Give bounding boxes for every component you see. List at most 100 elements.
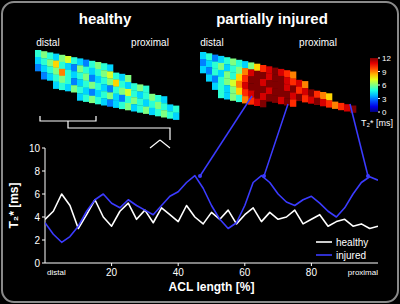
- cell: [95, 76, 101, 83]
- heatmap: [200, 52, 356, 113]
- cell: [71, 71, 77, 78]
- cell: [218, 56, 224, 63]
- legend-label: injured: [336, 250, 366, 261]
- cell: [266, 94, 272, 101]
- x-axis: [45, 263, 378, 264]
- x-tick: [178, 263, 179, 266]
- cell: [119, 88, 125, 95]
- cell: [272, 89, 278, 96]
- cell: [149, 101, 155, 108]
- cell: [83, 60, 89, 67]
- cell: [284, 70, 290, 77]
- cell: [89, 75, 95, 82]
- cell: [278, 83, 284, 90]
- cell: [242, 75, 248, 82]
- cell: [236, 88, 242, 95]
- cell: [77, 65, 83, 72]
- colorbar-tick: [378, 112, 380, 113]
- cell: [320, 92, 326, 99]
- cell: [71, 64, 77, 71]
- cell: [320, 99, 326, 106]
- colorbar-tick: [378, 71, 380, 72]
- cell: [260, 79, 266, 86]
- end-label: distal: [47, 268, 66, 277]
- cell: [83, 95, 89, 102]
- cell: [266, 87, 272, 94]
- y-tick-label: 4: [34, 212, 40, 223]
- cell: [161, 96, 167, 103]
- cell: [242, 61, 248, 68]
- cell: [65, 70, 71, 77]
- cell: [212, 69, 218, 76]
- cell: [101, 77, 107, 84]
- cell: [218, 63, 224, 70]
- cell: [53, 82, 59, 89]
- cell: [230, 94, 236, 101]
- cell: [290, 79, 296, 86]
- x-axis-label: ACL length [%]: [169, 280, 255, 294]
- cell: [77, 79, 83, 86]
- cell: [248, 83, 254, 90]
- cell: [296, 94, 302, 101]
- arrow: [264, 104, 288, 176]
- cell: [119, 74, 125, 81]
- cell: [77, 86, 83, 93]
- cell: [107, 92, 113, 99]
- cell: [47, 52, 53, 59]
- cell: [107, 78, 113, 85]
- frame: [2, 2, 398, 302]
- end-label: distal: [200, 37, 223, 48]
- cell: [77, 72, 83, 79]
- cell: [212, 62, 218, 69]
- x-tick-label: 20: [106, 267, 118, 278]
- cell: [71, 57, 77, 64]
- cell: [254, 78, 260, 85]
- cell: [314, 98, 320, 105]
- x-tick-label: 60: [239, 267, 251, 278]
- cell: [296, 80, 302, 87]
- cell: [137, 91, 143, 98]
- cell: [173, 113, 179, 120]
- cell: [83, 81, 89, 88]
- cell: [113, 94, 119, 101]
- y-tick-label: 2: [34, 235, 40, 246]
- plot-area: [45, 176, 378, 243]
- cell: [230, 80, 236, 87]
- cell: [41, 72, 47, 79]
- cell: [230, 73, 236, 80]
- cell: [278, 69, 284, 76]
- cell: [119, 95, 125, 102]
- y-tick: [42, 194, 45, 195]
- cell: [212, 76, 218, 83]
- cell: [206, 53, 212, 60]
- cell: [59, 69, 65, 76]
- line: [45, 176, 378, 243]
- cell: [266, 73, 272, 80]
- cell: [149, 108, 155, 115]
- x-tick: [311, 263, 312, 266]
- cell: [125, 96, 131, 103]
- cell: [101, 84, 107, 91]
- bracket: [150, 140, 170, 148]
- cell: [53, 61, 59, 68]
- colorbar-label: T₂* [ms]: [361, 118, 393, 128]
- cell: [137, 98, 143, 105]
- cell: [125, 75, 131, 82]
- cell: [41, 58, 47, 65]
- cell: [236, 60, 242, 67]
- figure: healthydistalproximalpartially injureddi…: [0, 0, 400, 304]
- cell: [200, 59, 206, 66]
- cell: [155, 95, 161, 102]
- arrow: [350, 104, 368, 176]
- cell: [167, 111, 173, 118]
- y-tick: [42, 217, 45, 218]
- cell: [83, 67, 89, 74]
- cell: [107, 85, 113, 92]
- cell: [143, 107, 149, 114]
- colorbar-tick-label: 9: [382, 68, 387, 77]
- cell: [236, 67, 242, 74]
- cell: [53, 68, 59, 75]
- y-axis: [45, 148, 46, 263]
- y-axis-label: T₂* [ms]: [7, 182, 21, 228]
- cell: [131, 104, 137, 111]
